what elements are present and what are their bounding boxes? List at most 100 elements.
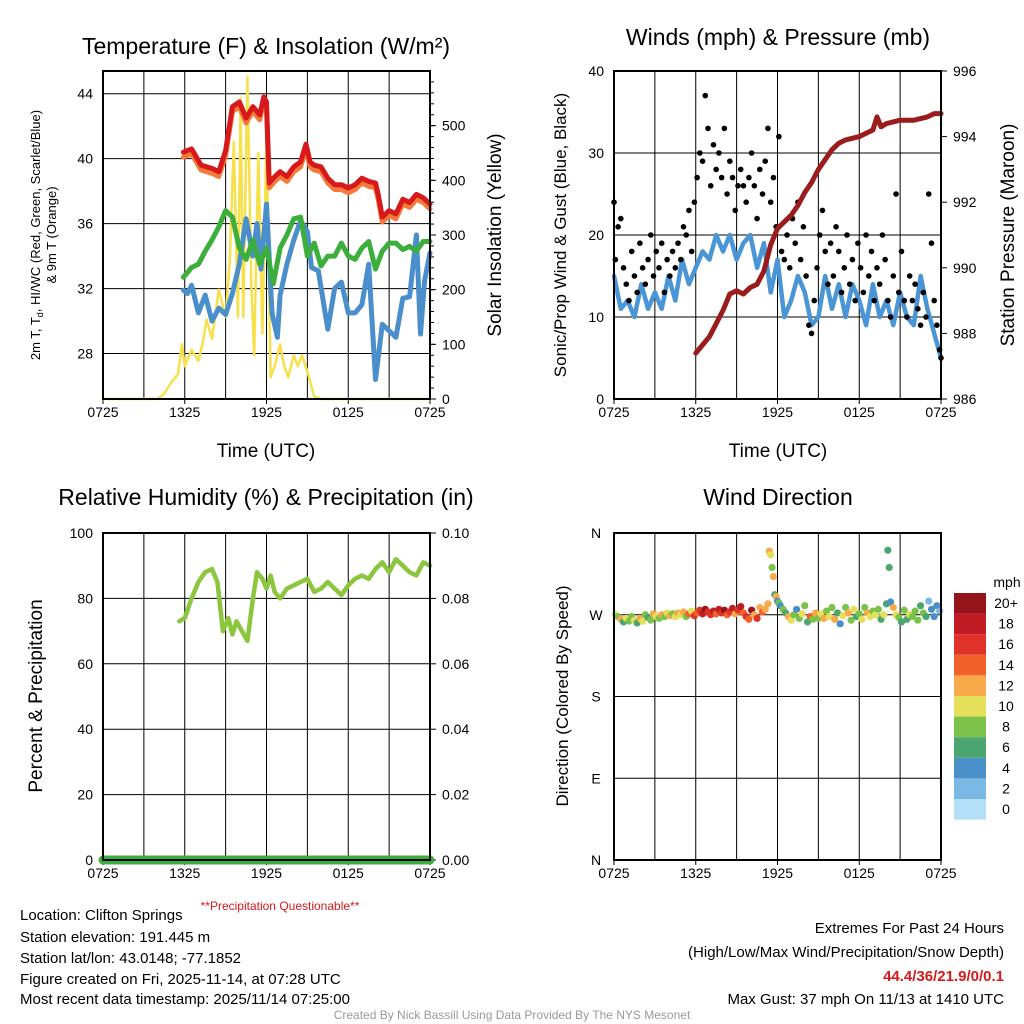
gust-point <box>781 256 788 263</box>
gust-point <box>786 265 793 271</box>
y-tick-label: N <box>591 525 601 541</box>
y-tick-label: 28 <box>77 346 93 362</box>
wind-direction-point <box>927 605 936 613</box>
x-tick-label: 0725 <box>87 865 118 881</box>
extremes-title: Extremes For Past 24 Hours <box>815 920 1004 937</box>
wind-direction-point <box>886 598 895 606</box>
y-tick-label: 100 <box>70 525 94 541</box>
gust-point <box>816 232 823 238</box>
gust-point <box>784 232 790 238</box>
y-tick-label: N <box>591 852 601 868</box>
gust-point <box>909 297 916 304</box>
x-tick-label: 1325 <box>680 865 711 881</box>
gust-point <box>707 183 714 189</box>
x-tick-label: 0725 <box>598 404 629 420</box>
legend-swatch <box>954 737 986 758</box>
x-tick-label: 1925 <box>762 404 793 420</box>
legend-swatch <box>954 778 986 799</box>
gust-point <box>776 133 782 140</box>
gust-point <box>912 281 918 288</box>
y-tick-label: 40 <box>77 721 93 737</box>
y-tick-label: 32 <box>77 281 93 297</box>
gust-point <box>868 248 875 255</box>
x-tick-label: 0725 <box>925 404 956 420</box>
y-tick-label: 30 <box>588 145 604 161</box>
winds-x-label: Time (UTC) <box>729 441 828 462</box>
pressure-y-label: Station Pressure (Maroon) <box>998 124 1019 347</box>
wind-direction-point <box>897 618 906 626</box>
plot-frame <box>613 532 942 861</box>
gust-point <box>803 273 809 279</box>
dewpoint-line <box>180 208 433 287</box>
gust-point <box>915 306 921 312</box>
gust-point <box>615 224 621 230</box>
gust-point <box>735 183 741 189</box>
legend-swatch <box>954 696 986 717</box>
gust-point <box>721 125 728 132</box>
gust-point <box>825 281 831 288</box>
y-tick-label: 20 <box>588 227 604 243</box>
wind-direction-point <box>803 618 812 626</box>
y-tick-label: 20 <box>77 787 93 803</box>
rh-line <box>177 556 433 644</box>
gust-point <box>920 289 927 296</box>
temp-chart-title: Temperature (F) & Insolation (W/m²) <box>82 33 450 59</box>
pressure-line <box>693 111 944 356</box>
y-tick-label: 10 <box>588 309 604 325</box>
gust-point <box>656 265 662 271</box>
gust-point <box>762 158 769 164</box>
y-tick-label: W <box>589 607 603 623</box>
x-tick-label: 1925 <box>762 865 793 881</box>
legend-label: 14 <box>998 657 1014 673</box>
y-tick-label: 0 <box>596 391 604 407</box>
x-tick-label: 0125 <box>844 404 875 420</box>
legend-swatch <box>954 634 986 655</box>
wind-direction-point <box>874 605 882 613</box>
gust-point <box>637 240 643 246</box>
wind-direction-point <box>880 611 888 619</box>
wind-direction-point <box>836 620 844 628</box>
gust-point <box>874 265 880 271</box>
x-tick-label: 0725 <box>598 865 629 881</box>
gust-point <box>865 273 872 279</box>
rh-chart-title: Relative Humidity (%) & Precipitation (i… <box>58 484 473 510</box>
wind-direction-point <box>828 603 836 612</box>
gust-point <box>844 232 850 238</box>
insolation-line <box>101 75 432 401</box>
wind-direction-point <box>767 551 775 559</box>
gust-point <box>743 199 749 205</box>
wind-direction-point <box>847 616 855 624</box>
y2-tick-label: 0.10 <box>442 525 469 541</box>
gust-point <box>931 297 937 304</box>
gust-point <box>925 191 932 197</box>
extremes-values: 44.4/36/21.9/0/0.1 <box>883 968 1004 985</box>
temp-x-label: Time (UTC) <box>217 441 316 462</box>
temp-2m-line <box>180 94 433 220</box>
y2-tick-label: 100 <box>442 336 466 352</box>
winds-chart-title: Winds (mph) & Pressure (mb) <box>626 24 930 50</box>
wind-direction-point <box>900 606 908 614</box>
gust-point <box>729 174 736 181</box>
panel-0: 0725 1325 1925 0125 0725 28 32 36 40 44 0 100 200 300… <box>77 70 466 420</box>
gust-point <box>686 207 692 214</box>
wind-direction-point <box>825 612 833 621</box>
wind-direction-point <box>647 616 655 624</box>
gust-point <box>849 256 856 263</box>
gust-point <box>724 191 730 197</box>
y-tick-label: 40 <box>588 63 604 79</box>
gust-point <box>890 273 897 279</box>
y-tick-label: E <box>591 770 600 786</box>
gust-point <box>822 248 828 255</box>
gust-point <box>806 322 812 329</box>
wind-direction-point <box>866 612 874 621</box>
wind-direction-point <box>801 602 809 610</box>
rh-y-label: Percent & Precipitation <box>26 599 47 792</box>
wind-direction-point <box>769 573 778 581</box>
gust-point <box>658 240 665 246</box>
gust-point <box>740 183 747 189</box>
credit-text: Created By Nick Bassill Using Data Provi… <box>334 1008 691 1022</box>
gust-point <box>754 215 760 222</box>
gust-point <box>836 248 842 255</box>
legend-swatch <box>954 799 986 820</box>
